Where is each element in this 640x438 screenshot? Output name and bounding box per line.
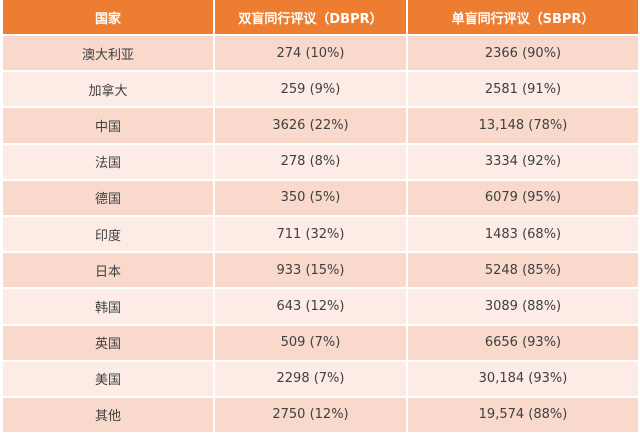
header-country: 国家 — [3, 0, 215, 34]
cell-country: 美国 — [3, 359, 215, 396]
cell-country: 中国 — [3, 106, 215, 143]
cell-country: 英国 — [3, 323, 215, 360]
cell-sbpr: 30,184 (93%) — [408, 359, 638, 396]
table-row: 英国 509 (7%) 6656 (93%) — [3, 323, 638, 360]
cell-dbpr: 274 (10%) — [215, 34, 408, 71]
cell-country: 其他 — [3, 395, 215, 433]
header-row: 国家 双盲同行评议（DBPR） 单盲同行评议（SBPR） — [3, 0, 638, 34]
cell-country: 印度 — [3, 214, 215, 252]
cell-country: 韩国 — [3, 287, 215, 324]
cell-country: 日本 — [3, 251, 215, 288]
cell-sbpr: 6079 (95%) — [408, 178, 638, 215]
cell-sbpr: 6656 (93%) — [408, 323, 638, 360]
cell-sbpr: 3089 (88%) — [408, 287, 638, 324]
cell-country: 法国 — [3, 142, 215, 179]
cell-sbpr: 5248 (85%) — [408, 251, 638, 288]
peer-review-table: 国家 双盲同行评议（DBPR） 单盲同行评议（SBPR） 澳大利亚 274 (1… — [3, 0, 638, 433]
cell-dbpr: 350 (5%) — [215, 178, 408, 215]
cell-dbpr: 2298 (7%) — [215, 359, 408, 396]
cell-country: 加拿大 — [3, 70, 215, 107]
table-row: 韩国 643 (12%) 3089 (88%) — [3, 287, 638, 324]
cell-dbpr: 509 (7%) — [215, 323, 408, 360]
table-row: 澳大利亚 274 (10%) 2366 (90%) — [3, 34, 638, 71]
cell-dbpr: 278 (8%) — [215, 142, 408, 179]
table-row: 其他 2750 (12%) 19,574 (88%) — [3, 395, 638, 433]
cell-dbpr: 2750 (12%) — [215, 395, 408, 433]
table-row: 印度 711 (32%) 1483 (68%) — [3, 214, 638, 252]
cell-sbpr: 13,148 (78%) — [408, 106, 638, 143]
cell-dbpr: 711 (32%) — [215, 214, 408, 252]
cell-sbpr: 1483 (68%) — [408, 214, 638, 252]
cell-dbpr: 3626 (22%) — [215, 106, 408, 143]
table-row: 加拿大 259 (9%) 2581 (91%) — [3, 70, 638, 107]
cell-sbpr: 2581 (91%) — [408, 70, 638, 107]
cell-dbpr: 933 (15%) — [215, 251, 408, 288]
cell-sbpr: 2366 (90%) — [408, 34, 638, 71]
table-row: 美国 2298 (7%) 30,184 (93%) — [3, 359, 638, 396]
cell-sbpr: 3334 (92%) — [408, 142, 638, 179]
cell-country: 澳大利亚 — [3, 34, 215, 71]
cell-dbpr: 259 (9%) — [215, 70, 408, 107]
cell-sbpr: 19,574 (88%) — [408, 395, 638, 433]
cell-country: 德国 — [3, 178, 215, 215]
table-body: 澳大利亚 274 (10%) 2366 (90%) 加拿大 259 (9%) 2… — [3, 34, 638, 433]
table-row: 日本 933 (15%) 5248 (85%) — [3, 251, 638, 288]
table-header: 国家 双盲同行评议（DBPR） 单盲同行评议（SBPR） — [3, 0, 638, 34]
table-row: 法国 278 (8%) 3334 (92%) — [3, 142, 638, 179]
table-row: 德国 350 (5%) 6079 (95%) — [3, 178, 638, 215]
header-dbpr: 双盲同行评议（DBPR） — [215, 0, 408, 34]
cell-dbpr: 643 (12%) — [215, 287, 408, 324]
table-row: 中国 3626 (22%) 13,148 (78%) — [3, 106, 638, 143]
header-sbpr: 单盲同行评议（SBPR） — [408, 0, 638, 34]
